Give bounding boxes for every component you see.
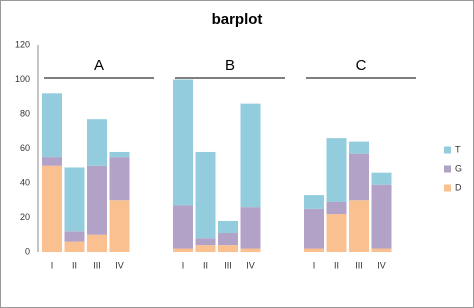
group-label: B xyxy=(225,57,235,74)
bar-segment xyxy=(109,151,130,158)
y-tick-label: 40 xyxy=(20,177,30,187)
bar-segment xyxy=(304,195,324,209)
x-tick-label: IV xyxy=(246,260,255,270)
x-tick-label: III xyxy=(93,260,101,270)
y-tick-label: 60 xyxy=(20,143,30,153)
legend-label: T xyxy=(455,144,461,154)
bar-segment xyxy=(326,201,347,215)
bar-segment xyxy=(304,208,324,249)
x-tick-label: III xyxy=(355,260,363,270)
bar-segment xyxy=(87,234,107,252)
legend-swatch xyxy=(444,165,451,173)
legend-swatch xyxy=(444,146,451,154)
bar-segment xyxy=(42,157,62,166)
x-tick-label: IV xyxy=(377,260,386,270)
bar-segment xyxy=(326,138,347,202)
bar-segment xyxy=(349,153,369,201)
legend-label: G xyxy=(455,163,462,173)
bar-segment xyxy=(218,233,238,246)
bar-segment xyxy=(173,205,193,249)
bar-segment xyxy=(173,248,193,252)
y-tick-label: 0 xyxy=(25,246,30,256)
bar-segment xyxy=(195,245,216,252)
bar-segment xyxy=(349,141,369,154)
x-tick-label: II xyxy=(72,260,77,270)
x-tick-label: I xyxy=(51,260,54,270)
bar-segment xyxy=(371,248,392,252)
group-label: C xyxy=(356,57,367,74)
legend-label: D xyxy=(455,182,462,192)
bar-segment xyxy=(87,119,107,166)
bar-segment xyxy=(87,165,107,235)
bar-segment xyxy=(42,165,62,252)
bar-segment xyxy=(64,231,85,242)
bar-segment xyxy=(240,103,261,208)
bar-segment xyxy=(195,238,216,246)
bar-segment xyxy=(218,220,238,234)
x-tick-label: IV xyxy=(115,260,124,270)
x-tick-label: I xyxy=(182,260,185,270)
x-tick-label: III xyxy=(224,260,232,270)
y-tick-label: 20 xyxy=(20,212,30,222)
bar-segment xyxy=(218,245,238,252)
x-tick-label: II xyxy=(334,260,339,270)
bar-segment xyxy=(304,248,324,252)
bar-segment xyxy=(173,79,193,206)
x-tick-label: II xyxy=(203,260,208,270)
bar-segment xyxy=(64,241,85,252)
bar-segment xyxy=(371,172,392,185)
bar-segment xyxy=(371,184,392,249)
y-tick-label: 120 xyxy=(15,39,30,49)
bar-segment xyxy=(349,200,369,252)
group-label: A xyxy=(94,57,104,74)
bar-segment xyxy=(240,248,261,252)
bar-segment xyxy=(42,93,62,158)
y-tick-label: 80 xyxy=(20,108,30,118)
bar-segment xyxy=(326,214,347,252)
bar-segment xyxy=(64,167,85,232)
chart-title: barplot xyxy=(212,11,263,28)
x-tick-label: I xyxy=(313,260,316,270)
y-tick-label: 100 xyxy=(15,74,30,84)
bar-segment xyxy=(195,151,216,239)
bar-segment xyxy=(109,200,130,252)
bar-segment xyxy=(109,157,130,201)
bar-segment xyxy=(240,207,261,249)
legend-swatch xyxy=(444,184,451,192)
